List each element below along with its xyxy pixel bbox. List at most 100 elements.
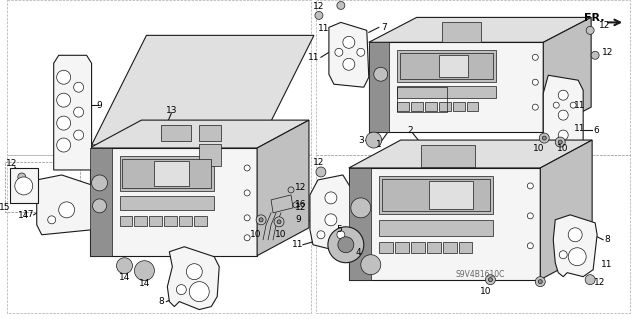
Circle shape xyxy=(277,220,281,224)
Circle shape xyxy=(274,217,284,227)
Bar xyxy=(90,148,257,256)
Circle shape xyxy=(585,275,595,285)
Bar xyxy=(7,155,311,313)
Circle shape xyxy=(357,48,365,56)
Circle shape xyxy=(586,26,594,34)
Circle shape xyxy=(361,255,381,275)
Text: 7: 7 xyxy=(381,23,387,32)
Bar xyxy=(395,242,409,253)
Text: 12: 12 xyxy=(313,2,324,11)
Text: 12: 12 xyxy=(595,278,606,287)
Circle shape xyxy=(244,190,250,196)
Bar xyxy=(411,102,422,111)
Bar xyxy=(195,216,207,226)
Polygon shape xyxy=(349,140,592,168)
Circle shape xyxy=(337,2,345,10)
Polygon shape xyxy=(369,42,388,132)
Bar xyxy=(379,220,493,236)
Circle shape xyxy=(244,165,250,171)
Circle shape xyxy=(568,248,586,266)
Circle shape xyxy=(558,140,562,144)
Bar xyxy=(397,50,497,82)
Bar xyxy=(5,162,79,212)
Circle shape xyxy=(186,264,202,280)
Polygon shape xyxy=(329,22,369,87)
Bar xyxy=(122,159,211,188)
Text: 13: 13 xyxy=(166,106,177,115)
Circle shape xyxy=(328,227,364,263)
Circle shape xyxy=(532,104,538,110)
Circle shape xyxy=(343,36,355,48)
Bar xyxy=(427,242,440,253)
Bar xyxy=(379,242,393,253)
Bar xyxy=(458,242,472,253)
Text: 11: 11 xyxy=(292,240,304,249)
Circle shape xyxy=(259,218,263,222)
Circle shape xyxy=(74,130,84,140)
Bar xyxy=(316,155,630,313)
Polygon shape xyxy=(271,195,293,213)
Bar xyxy=(154,161,189,186)
Text: 15: 15 xyxy=(0,203,11,212)
Bar xyxy=(420,145,476,167)
Bar xyxy=(429,181,474,209)
Circle shape xyxy=(556,137,565,147)
Circle shape xyxy=(532,79,538,85)
Text: 12: 12 xyxy=(600,21,611,30)
Text: 14: 14 xyxy=(18,211,29,220)
Circle shape xyxy=(177,285,186,295)
Text: 16: 16 xyxy=(295,200,307,209)
Circle shape xyxy=(343,58,355,70)
Bar xyxy=(443,242,456,253)
Text: FR.: FR. xyxy=(584,13,604,23)
Bar xyxy=(400,53,493,79)
Bar xyxy=(397,87,447,112)
Polygon shape xyxy=(36,175,97,235)
Circle shape xyxy=(540,133,549,143)
Bar xyxy=(452,102,465,111)
Circle shape xyxy=(535,277,545,287)
Circle shape xyxy=(527,213,533,219)
Polygon shape xyxy=(369,18,591,42)
Circle shape xyxy=(92,175,108,191)
Text: 10: 10 xyxy=(275,230,287,239)
Circle shape xyxy=(315,11,323,19)
Text: 2: 2 xyxy=(408,126,413,135)
Bar xyxy=(438,55,468,77)
Circle shape xyxy=(527,183,533,189)
Polygon shape xyxy=(92,35,314,145)
Bar xyxy=(161,125,191,141)
Circle shape xyxy=(338,237,354,253)
Bar xyxy=(369,42,543,132)
Text: 14: 14 xyxy=(119,273,130,282)
Text: 12: 12 xyxy=(295,203,307,212)
Bar xyxy=(120,156,214,191)
Circle shape xyxy=(542,136,547,140)
Text: 11: 11 xyxy=(575,101,586,110)
Bar xyxy=(349,168,540,280)
Bar xyxy=(381,179,490,211)
Circle shape xyxy=(558,130,568,140)
Circle shape xyxy=(288,187,294,193)
Bar xyxy=(10,168,38,203)
Bar xyxy=(134,216,147,226)
Circle shape xyxy=(316,167,326,177)
Bar xyxy=(179,216,192,226)
Bar xyxy=(424,102,436,111)
Circle shape xyxy=(116,258,132,274)
Polygon shape xyxy=(257,120,309,256)
Text: 17: 17 xyxy=(23,210,35,219)
Circle shape xyxy=(538,280,542,284)
Polygon shape xyxy=(90,148,111,256)
Bar xyxy=(120,216,132,226)
Text: 12: 12 xyxy=(295,183,307,192)
Text: 10: 10 xyxy=(532,144,544,152)
Circle shape xyxy=(256,215,266,225)
Circle shape xyxy=(325,192,337,204)
Text: 11: 11 xyxy=(318,24,330,33)
Polygon shape xyxy=(168,247,220,309)
Text: 10: 10 xyxy=(480,287,491,296)
Text: 9: 9 xyxy=(295,215,301,224)
Text: 6: 6 xyxy=(593,126,599,135)
Circle shape xyxy=(293,202,299,208)
